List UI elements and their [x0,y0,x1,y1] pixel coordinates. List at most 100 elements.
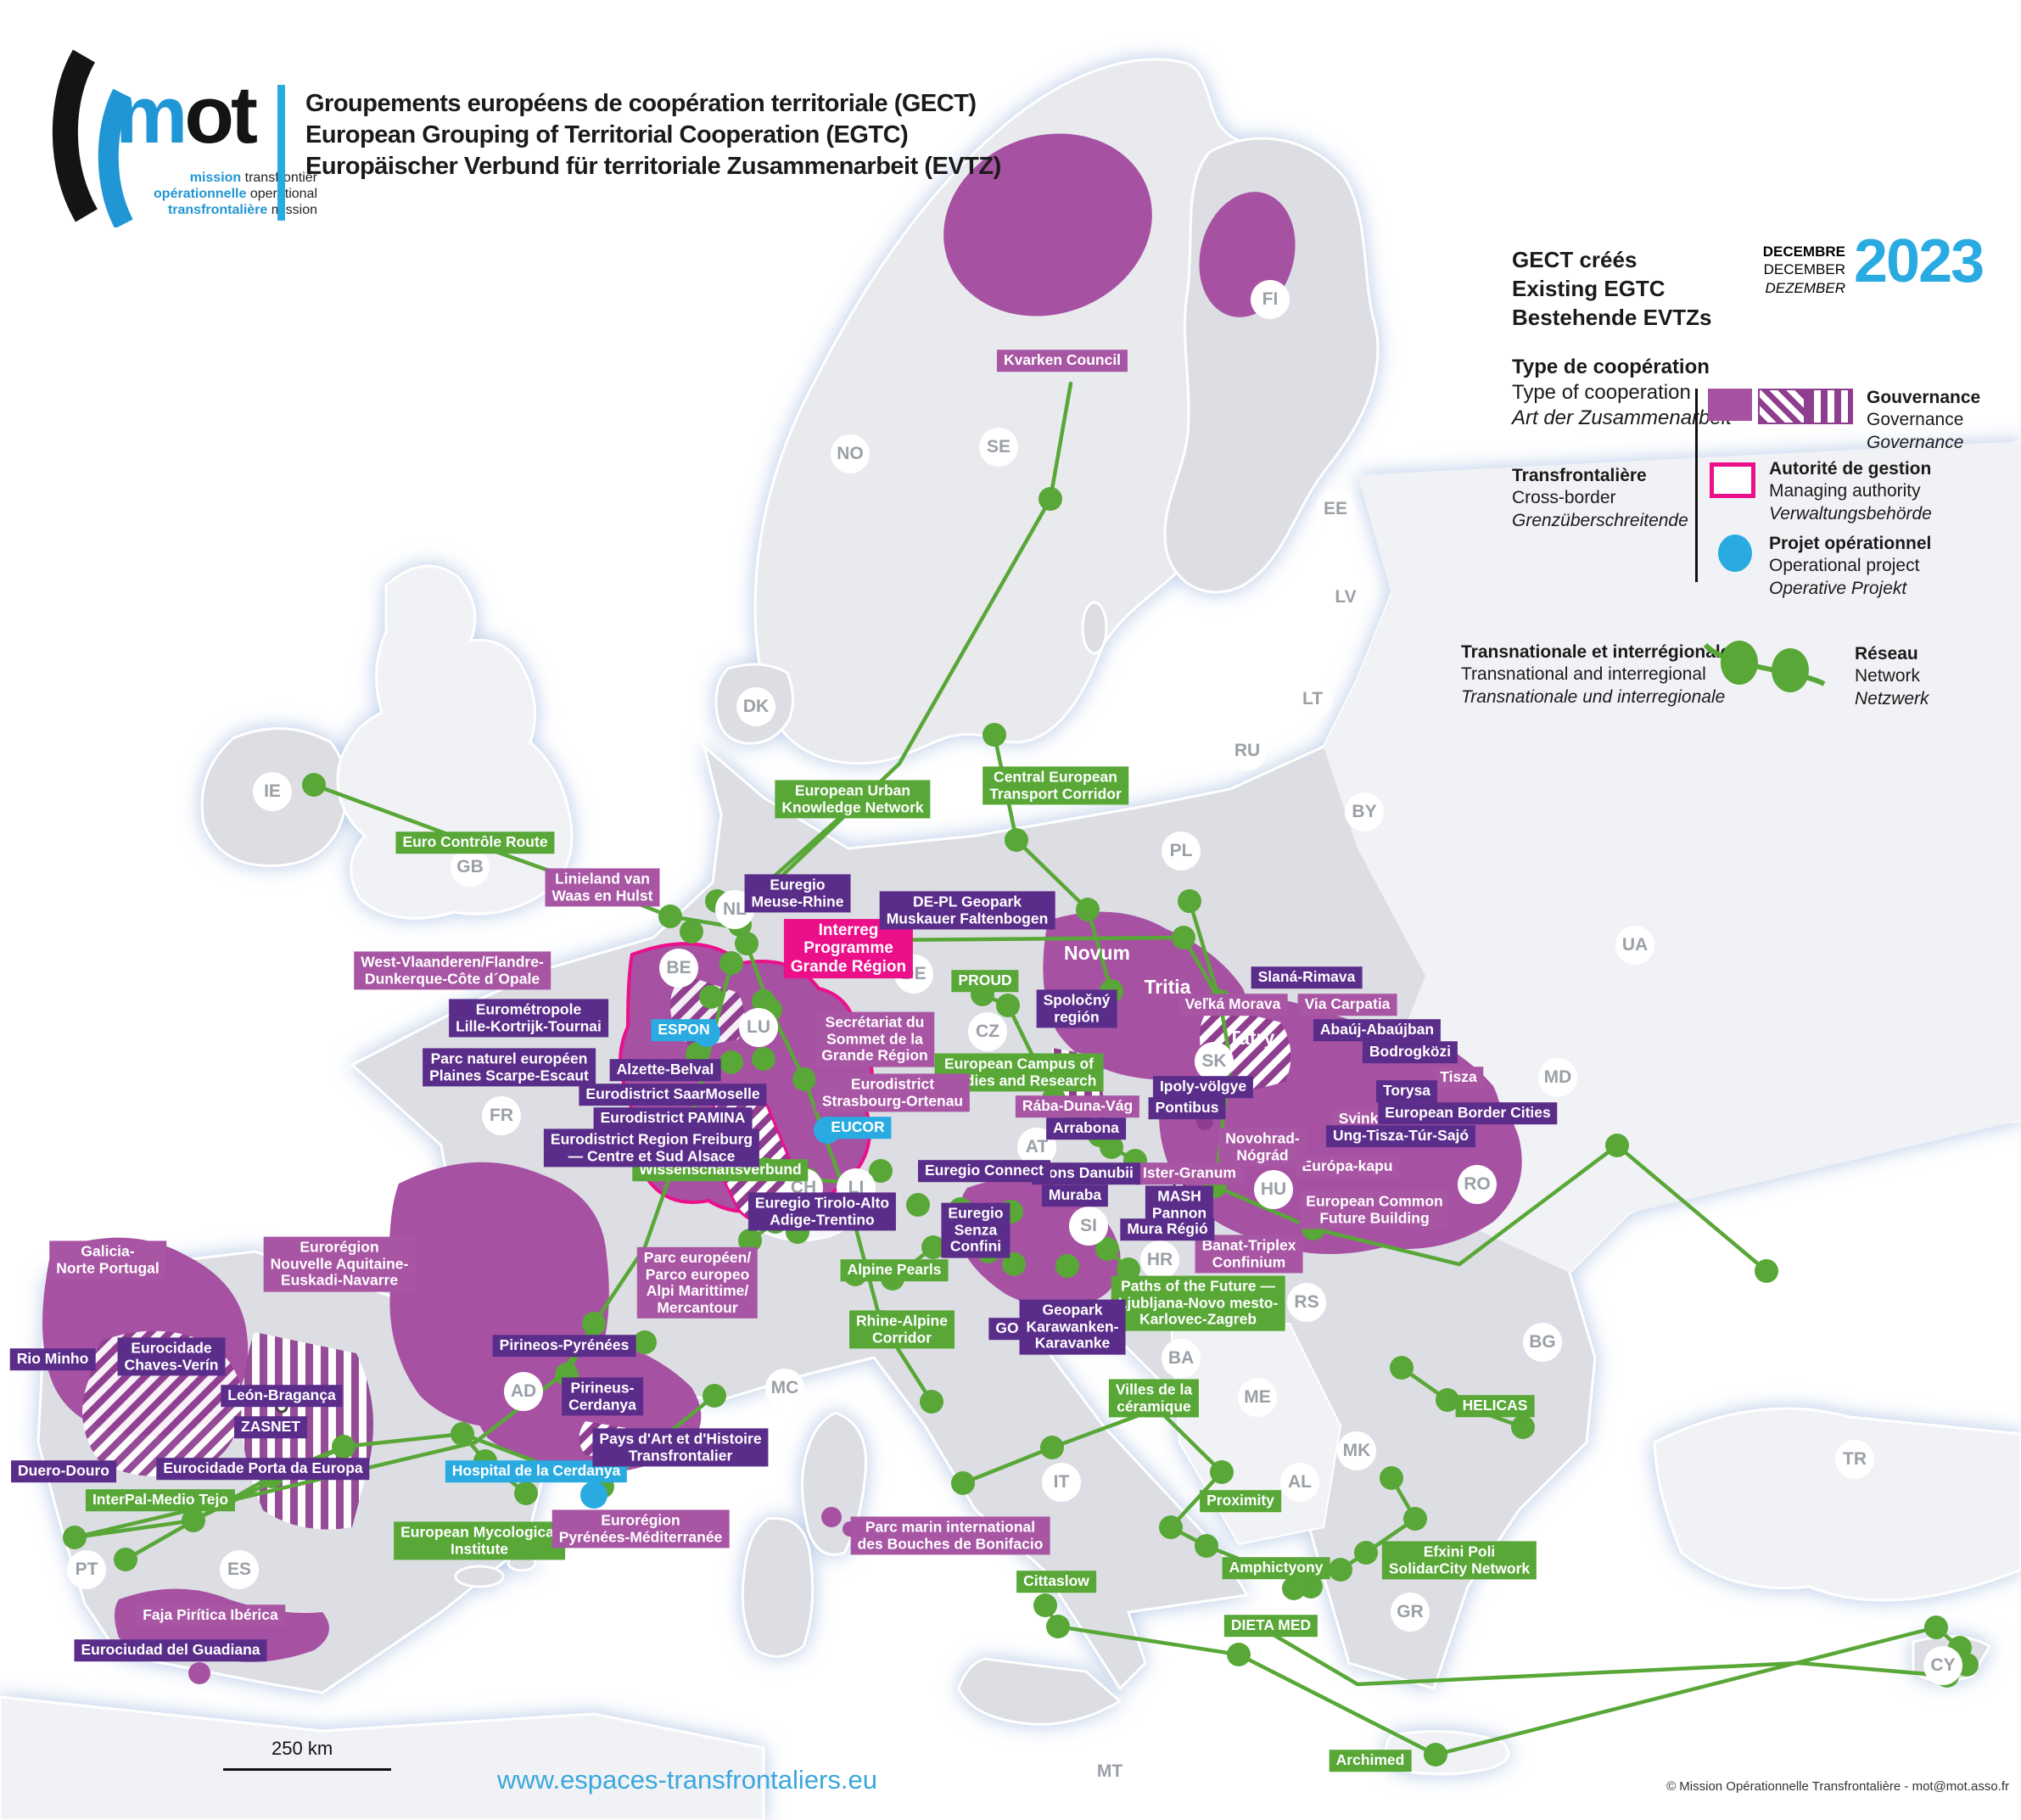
label-novum: Novum [1064,942,1130,965]
operational-project-dot-icon [1718,535,1752,572]
country-code-ad: AD [504,1372,543,1411]
label-parc-marin-international-des-bouches-de-bonifacio: Parc marin international des Bouches de B… [850,1516,1050,1555]
label-mash-pannon: MASH Pannon [1145,1185,1214,1224]
network-node-dot [114,1548,137,1571]
label-ung-tisza-t-r-saj: Ung-Tisza-Túr-Sajó [1325,1125,1476,1147]
network-node-dot [1038,487,1062,511]
label-euror-gion-nouvelle-aquitaine-euskadi-navarre: Eurorégion Nouvelle Aquitaine- Euskadi-Nav… [263,1236,416,1292]
country-code-be: BE [659,949,698,988]
network-node-dot [1227,1643,1251,1666]
label-parc-europ-en-parco-europeo-alpi-marittime-mercantour: Parc européen/Parco europeo Alpi Marittim… [636,1246,759,1319]
label-geopark-karawanken-karavanke: Geopark Karawanken- Karavanke [1019,1299,1126,1355]
legend-cross-border: Transfrontalière Cross-border Grenzübers… [1512,466,1688,530]
network-node-dot [906,1193,930,1217]
label-muraba: Muraba [1041,1184,1109,1207]
network-node-dot [869,1159,893,1183]
label-villes-de-la-c-ramique: Villes de la céramique [1108,1379,1200,1418]
country-code-sk: SK [1195,1042,1234,1081]
network-node-dot [1424,1743,1447,1767]
network-node-dot [680,920,703,944]
label-spolo-n-regi-n: Spoločný región [1036,989,1117,1028]
operational-project-dot [580,1481,607,1509]
label-proximity: Proximity [1200,1490,1281,1512]
scale-label: 250 km [272,1738,333,1759]
label-rio-minho: Rio Minho [9,1348,96,1370]
country-code-cy: CY [1923,1646,1962,1685]
network-line [1212,1143,1769,1274]
network-node-dot [1055,1254,1079,1278]
country-code-mt: MT [1090,1752,1129,1791]
label-eurocidade-chaves-ver-n: Eurocidade Chaves-Verín [117,1337,226,1376]
network-node-dot [1005,828,1028,852]
label-dieta-med: DIETA MED [1223,1615,1318,1637]
network-node-dot [1403,1507,1427,1531]
label-eurodistrict-strasbourg-ortenau: Eurodistrict Strasbourg-Ortenau [815,1073,971,1112]
legend-operational-project: Projet opérationnel Operational project … [1769,534,1932,598]
network-node-dot [1354,1541,1378,1565]
country-code-mk: MK [1337,1431,1376,1470]
country-code-hr: HR [1140,1240,1179,1280]
label-via-carpatia: Via Carpatia [1297,994,1397,1016]
network-node-dot [920,1390,943,1414]
website-url[interactable]: www.espaces-transfrontaliers.eu [497,1765,877,1795]
network-node-dot [1755,1259,1778,1283]
country-code-gb: GB [451,848,490,887]
title-divider [277,85,285,221]
legend-transnational: Transnationale et interrégionale Transna… [1461,642,1731,707]
label-banat-triplex-confinium: Banat-Triplex Confinium [1195,1235,1303,1274]
label-euro-contr-le-route: Euro Contrôle Route [395,832,555,854]
country-code-pl: PL [1162,832,1201,871]
label-efxini-poli-solidarcity-network: Efxini Poli SolidarCity Network [1381,1541,1537,1580]
managing-authority-swatch-icon [1710,462,1755,498]
network-node-dot [921,1235,945,1259]
network-node-dot [1924,1616,1948,1639]
mot-logo-subtext-line: transfrontalière mission [167,203,317,218]
country-code-ru: RU [1228,731,1267,770]
country-code-no: NO [831,434,870,473]
label-pontibus: Pontibus [1148,1097,1226,1119]
network-node-dot [752,1047,775,1071]
page-title: Groupements européens de coopération ter… [305,88,1001,182]
copyright-notice: © Mission Opérationnelle Transfrontalièr… [1666,1779,2009,1794]
label-central-european-transport-corridor: Central European Transport Corridor [983,766,1128,805]
country-code-ro: RO [1458,1165,1497,1204]
label-alzette-belval: Alzette-Belval [609,1059,721,1081]
label-west-vlaanderen-flandre-dunkerque-c-te-d-opale: West-Vlaanderen/Flandre- Dunkerque-Côte d… [354,951,551,990]
label-paths-of-the-future-ljubljana-novo-mesto-karlovec-zagreb: Paths of the Future — Ljubljana-Novo mest… [1111,1275,1285,1331]
country-code-fi: FI [1251,280,1290,319]
country-code-se: SE [979,428,1018,467]
legend-heading: GECT créés Existing EGTC Bestehende EVTZ… [1512,247,1712,330]
network-node-dot [996,994,1020,1017]
label-european-urban-knowledge-network: European Urban Knowledge Network [775,780,931,819]
country-code-hu: HU [1254,1170,1293,1209]
network-node-dot [1040,1436,1064,1459]
label-linieland-van-waas-en-hulst: Linieland van Waas en Hulst [545,868,660,907]
scale-bar [223,1768,391,1771]
country-code-si: SI [1069,1207,1108,1246]
label-eurocidade-porta-da-europa: Eurocidade Porta da Europa [156,1458,370,1480]
title-en: European Grouping of Territorial Coopera… [305,120,909,148]
network-node-dot [633,1330,657,1354]
country-code-ba: BA [1162,1339,1201,1378]
legend-governance: Gouvernance Governance Governance [1867,388,1981,452]
network-node-dot [63,1526,87,1549]
label-kvarken-council: Kvarken Council [996,350,1128,372]
country-code-pt: PT [67,1550,106,1589]
country-code-rs: RS [1287,1283,1326,1322]
network-line [1268,1631,1950,1687]
label-european-mycological-institute: European Mycological Institute [394,1521,565,1560]
governance-diagonal-swatch-icon [1758,389,1805,424]
label-interpal-medio-tejo: InterPal-Medio Tejo [85,1489,236,1511]
network-node-dot [951,1471,975,1495]
network-node-dot [792,1067,816,1091]
network-node-dot [1033,1593,1057,1617]
network-node-dot [1100,1135,1123,1159]
label-eurodistrict-pamina: Eurodistrict PAMINA [593,1107,753,1129]
country-code-cz: CZ [968,1012,1007,1051]
legend-managing-authority: Autorité de gestion Managing authority V… [1769,459,1932,524]
label-bodrogk-zi: Bodrogközi [1362,1041,1458,1063]
label-parc-naturel-europ-en-plaines-scarpe-escaut: Parc naturel européen Plaines Scarpe-Esca… [423,1048,596,1087]
network-node-dot [719,951,743,975]
country-code-it: IT [1042,1463,1081,1502]
